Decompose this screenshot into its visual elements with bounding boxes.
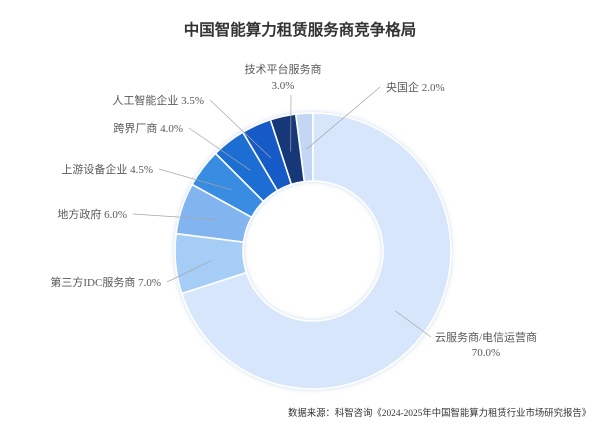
svg-text:3.0%: 3.0% (272, 80, 295, 92)
svg-text:70.0%: 70.0% (472, 347, 500, 359)
svg-text:上游设备企业 4.5%: 上游设备企业 4.5% (61, 162, 153, 176)
svg-text:云服务商/电信运营商: 云服务商/电信运营商 (435, 330, 537, 344)
svg-text:人工智能企业 3.5%: 人工智能企业 3.5% (112, 93, 204, 107)
svg-text:央国企 2.0%: 央国企 2.0% (386, 80, 445, 94)
svg-text:技术平台服务商: 技术平台服务商 (245, 62, 322, 76)
svg-text:跨界厂商 4.0%: 跨界厂商 4.0% (113, 121, 183, 135)
svg-text:地方政府 6.0%: 地方政府 6.0% (57, 207, 127, 221)
svg-text:第三方IDC服务商 7.0%: 第三方IDC服务商 7.0% (50, 275, 161, 289)
